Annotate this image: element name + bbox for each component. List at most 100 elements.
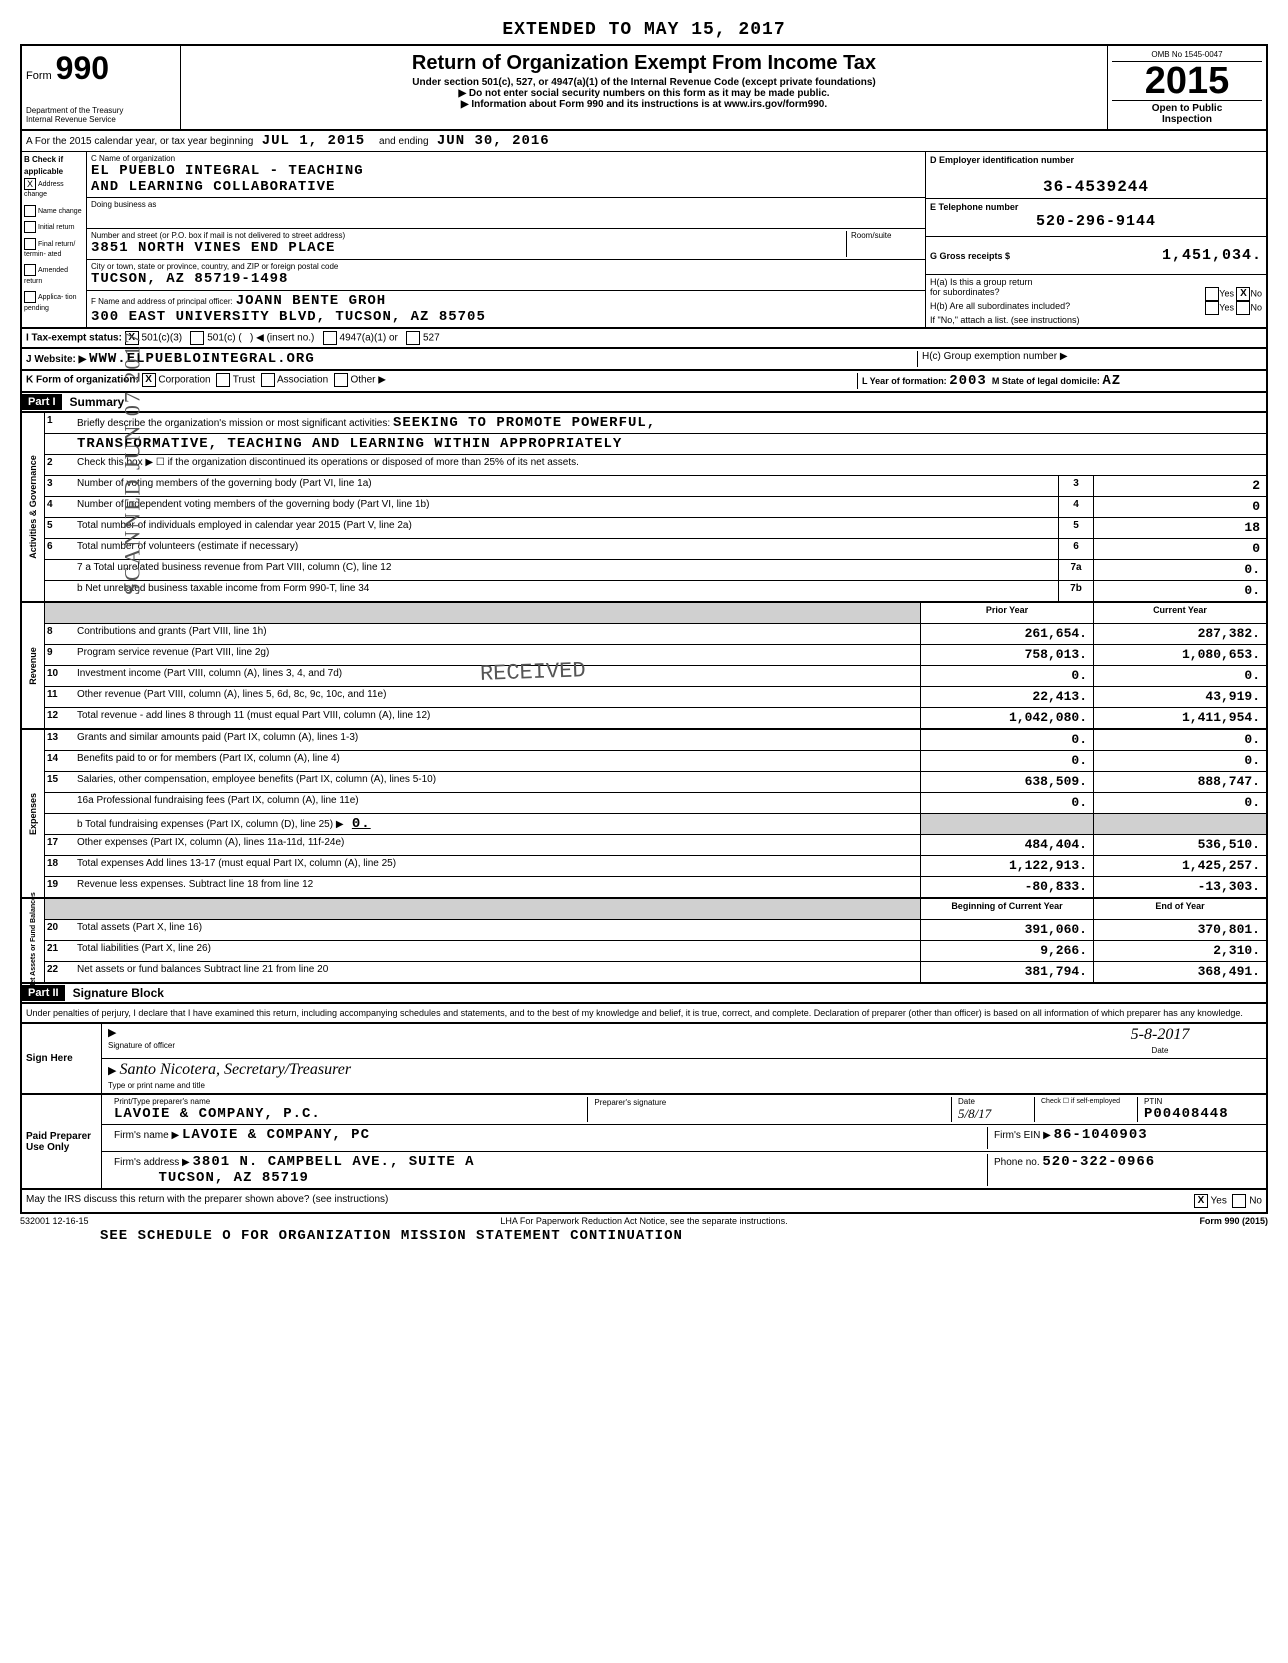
side-activities: Activities & Governance bbox=[22, 413, 45, 601]
chk-other[interactable] bbox=[334, 373, 348, 387]
street-address: 3851 NORTH VINES END PLACE bbox=[91, 240, 335, 256]
d-label: D Employer identification number bbox=[930, 155, 1074, 165]
p16a: 0. bbox=[920, 793, 1093, 813]
chk-pending[interactable] bbox=[24, 291, 36, 303]
discuss-no[interactable] bbox=[1232, 1194, 1246, 1208]
hc-label: H(c) Group exemption number ▶ bbox=[922, 351, 1068, 362]
l-year-label: L Year of formation: bbox=[862, 376, 947, 386]
opt-527: 527 bbox=[423, 333, 440, 344]
hb-no[interactable] bbox=[1236, 301, 1250, 315]
room-label: Room/suite bbox=[851, 231, 921, 240]
lbl-name-change: Name change bbox=[38, 208, 82, 215]
line-a-prefix: A For the 2015 calendar year, or tax yea… bbox=[26, 136, 253, 147]
firm-addr2: TUCSON, AZ 85719 bbox=[158, 1170, 308, 1186]
chk-trust[interactable] bbox=[216, 373, 230, 387]
prep-name-label: Print/Type preparer's name bbox=[114, 1097, 581, 1106]
preparer-block: Paid Preparer Use Only Print/Type prepar… bbox=[20, 1095, 1268, 1190]
p10: 0. bbox=[920, 666, 1093, 686]
chk-501c[interactable] bbox=[190, 331, 204, 345]
state-domicile: AZ bbox=[1102, 373, 1121, 389]
l7b: b Net unrelated business taxable income … bbox=[75, 581, 1058, 601]
form-990-page: EXTENDED TO MAY 15, 2017 Form990 Departm… bbox=[20, 20, 1268, 1244]
chk-4947[interactable] bbox=[323, 331, 337, 345]
p21: 9,266. bbox=[920, 941, 1093, 961]
p15: 638,509. bbox=[920, 772, 1093, 792]
v3: 2 bbox=[1093, 476, 1266, 496]
form-number-box: Form990 Department of the Treasury Inter… bbox=[22, 46, 181, 129]
p20: 391,060. bbox=[920, 920, 1093, 940]
side-expenses: Expenses bbox=[22, 730, 45, 897]
side-revenue: Revenue bbox=[22, 603, 45, 728]
c8: 287,382. bbox=[1093, 624, 1266, 644]
ha-yes[interactable] bbox=[1205, 287, 1219, 301]
p11: 22,413. bbox=[920, 687, 1093, 707]
opt-501c-b: ) ◀ (insert no.) bbox=[250, 333, 314, 344]
b-header: B Check if applicable bbox=[24, 154, 84, 178]
extended-line: EXTENDED TO MAY 15, 2017 bbox=[20, 20, 1268, 40]
ha-no[interactable]: X bbox=[1236, 287, 1250, 301]
l3: Number of voting members of the governin… bbox=[75, 476, 1058, 496]
ha-label: H(a) Is this a group return bbox=[930, 277, 1033, 287]
line-i: I Tax-exempt status: X 501(c)(3) 501(c) … bbox=[20, 329, 1268, 349]
hdr-prior: Prior Year bbox=[920, 603, 1093, 623]
hb2: If "No," attach a list. (see instruction… bbox=[930, 315, 1262, 325]
ptin-label: PTIN bbox=[1144, 1097, 1254, 1106]
v4: 0 bbox=[1093, 497, 1266, 517]
v7a: 0. bbox=[1093, 560, 1266, 580]
date-label: Date bbox=[1152, 1046, 1169, 1055]
l18: Total expenses Add lines 13-17 (must equ… bbox=[75, 856, 920, 876]
dba-label: Doing business as bbox=[91, 200, 921, 209]
prep-date-label: Date bbox=[958, 1097, 1028, 1106]
part1-header-row: Part I Summary bbox=[20, 393, 1268, 413]
l12: Total revenue - add lines 8 through 11 (… bbox=[75, 708, 920, 728]
l4: Number of independent voting members of … bbox=[75, 497, 1058, 517]
chk-initial[interactable] bbox=[24, 221, 36, 233]
i-label: I Tax-exempt status: bbox=[26, 333, 122, 344]
chk-amended[interactable] bbox=[24, 264, 36, 276]
chk-assoc[interactable] bbox=[261, 373, 275, 387]
l21: Total liabilities (Part X, line 26) bbox=[75, 941, 920, 961]
chk-addr-change[interactable]: X bbox=[24, 178, 36, 190]
l17: Other expenses (Part IX, column (A), lin… bbox=[75, 835, 920, 855]
discuss-no-lbl: No bbox=[1249, 1196, 1262, 1207]
line-a: A For the 2015 calendar year, or tax yea… bbox=[20, 131, 1268, 152]
opt-other: Other ▶ bbox=[350, 375, 385, 386]
hb-yes[interactable] bbox=[1205, 301, 1219, 315]
part1-label: Part I bbox=[22, 394, 62, 410]
line-k-l: K Form of organization: X Corporation Tr… bbox=[20, 371, 1268, 393]
chk-501c3[interactable]: X bbox=[125, 331, 139, 345]
chk-name-change[interactable] bbox=[24, 205, 36, 217]
chk-final[interactable] bbox=[24, 238, 36, 250]
c16a: 0. bbox=[1093, 793, 1266, 813]
opt-4947: 4947(a)(1) or bbox=[340, 333, 398, 344]
year-box: OMB No 1545-0047 2015 Open to Public Ins… bbox=[1108, 46, 1266, 129]
hdr-current: Current Year bbox=[1093, 603, 1266, 623]
p18: 1,122,913. bbox=[920, 856, 1093, 876]
c22: 368,491. bbox=[1093, 962, 1266, 982]
c18: 1,425,257. bbox=[1093, 856, 1266, 876]
hdr-begin: Beginning of Current Year bbox=[920, 899, 1093, 919]
p19: -80,833. bbox=[920, 877, 1093, 897]
gross-receipts: 1,451,034. bbox=[1010, 247, 1262, 264]
g-label: G Gross receipts $ bbox=[930, 251, 1010, 261]
self-emp-label: Check ☐ if self-employed bbox=[1035, 1097, 1138, 1122]
side-net: Net Assets or Fund Balances bbox=[22, 899, 45, 982]
chk-corp[interactable]: X bbox=[142, 373, 156, 387]
discuss-row: May the IRS discuss this return with the… bbox=[20, 1190, 1268, 1214]
form-header: Form990 Department of the Treasury Inter… bbox=[20, 44, 1268, 131]
footer-mid: LHA For Paperwork Reduction Act Notice, … bbox=[500, 1216, 787, 1226]
l20: Total assets (Part X, line 16) bbox=[75, 920, 920, 940]
l5: Total number of individuals employed in … bbox=[75, 518, 1058, 538]
line-j-hc: J Website: ▶ WWW.ELPUEBLOINTEGRAL.ORG H(… bbox=[20, 349, 1268, 371]
discuss-yes[interactable]: X bbox=[1194, 1194, 1208, 1208]
p8: 261,654. bbox=[920, 624, 1093, 644]
l13: Grants and similar amounts paid (Part IX… bbox=[75, 730, 920, 750]
open-public: Open to Public bbox=[1112, 103, 1262, 114]
year-formation: 2003 bbox=[949, 373, 987, 389]
chk-527[interactable] bbox=[406, 331, 420, 345]
website: WWW.ELPUEBLOINTEGRAL.ORG bbox=[89, 351, 315, 367]
type-name-label: Type or print name and title bbox=[108, 1081, 205, 1090]
l-state-label: M State of legal domicile: bbox=[992, 376, 1100, 386]
c13: 0. bbox=[1093, 730, 1266, 750]
l6: Total number of volunteers (estimate if … bbox=[75, 539, 1058, 559]
